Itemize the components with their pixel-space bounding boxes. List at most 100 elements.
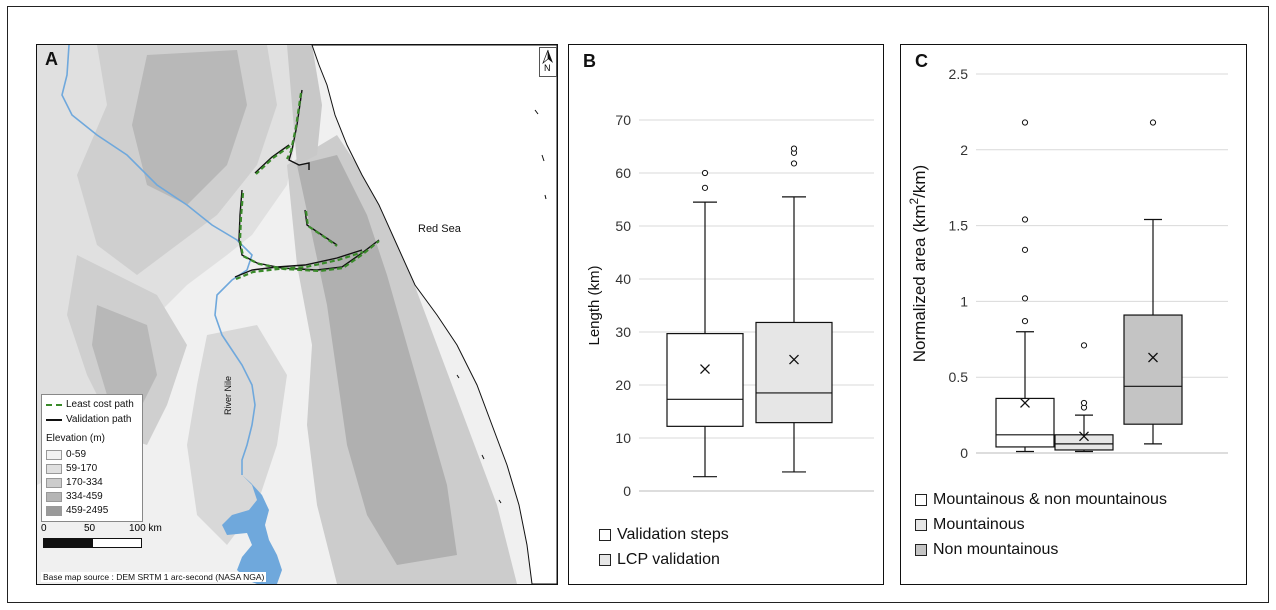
elevation-band xyxy=(92,305,157,415)
lake-nasser xyxy=(222,475,282,584)
outlier-point xyxy=(1021,318,1029,325)
outlier-point xyxy=(1080,342,1088,349)
legend-swatch xyxy=(599,529,611,541)
mean-marker xyxy=(789,354,799,365)
elevation-swatch xyxy=(46,505,62,516)
legend-label: Least cost path xyxy=(66,399,134,410)
y-axis-label-superscript: 2 xyxy=(907,197,921,204)
scale-bar: 0 50 100 km xyxy=(41,523,181,563)
y-tick-label: 70 xyxy=(615,112,631,128)
scale-segment xyxy=(92,538,142,548)
outlier-point xyxy=(1149,119,1157,126)
outlier-point xyxy=(1021,246,1029,253)
y-tick-label: 10 xyxy=(615,430,631,446)
scale-segment xyxy=(43,538,93,548)
coastal-islands xyxy=(456,109,547,504)
legend-swatch xyxy=(599,554,611,566)
north-label: N xyxy=(544,63,551,73)
legend-label: LCP validation xyxy=(617,551,720,568)
mean-marker xyxy=(1020,398,1030,408)
y-tick-label: 1 xyxy=(960,293,968,309)
chart-b-plot: 0 10 20 30 40 50 60 70 Length (km) xyxy=(586,112,874,499)
elevation-swatch xyxy=(46,449,62,460)
elevation-band xyxy=(132,50,247,205)
elevation-label: 334-459 xyxy=(66,491,103,502)
y-tick-label: 2 xyxy=(960,142,968,158)
y-tick-label: 0.5 xyxy=(949,369,969,385)
box-iqr xyxy=(755,321,833,424)
y-tick-label: 1.5 xyxy=(949,218,969,234)
panel-label-c: C xyxy=(915,51,928,71)
elevation-label: 0-59 xyxy=(66,449,87,460)
box-plot-panel-c: C 0 0.5 1 1.5 2 2.5 Normalized area (km2/km) M… xyxy=(900,44,1247,585)
scale-label: 0 xyxy=(41,523,47,534)
panel-label-b: B xyxy=(583,51,596,71)
elevation-class: 334-459 xyxy=(46,491,103,502)
legend-item: Mountainous xyxy=(915,516,1025,534)
chart-c-plot: 0 0.5 1 1.5 2 2.5 Normalized area (km2/km) xyxy=(907,66,1228,461)
red-sea xyxy=(311,45,557,584)
elevation-class: 0-59 xyxy=(46,449,86,460)
y-axis-label-suffix: /km) xyxy=(910,165,929,198)
least-cost-paths xyxy=(235,92,380,281)
map-legend: Least cost path Validation path Elevatio… xyxy=(41,394,143,522)
legend-item: LCP validation xyxy=(599,551,720,569)
y-axis-label: Normalized area (km2/km) xyxy=(907,165,929,362)
figure-frame xyxy=(7,6,1269,603)
lcp-line-swatch xyxy=(46,403,62,406)
legend-item-validation: Validation path xyxy=(46,414,131,425)
legend-item: Mountainous & non mountainous xyxy=(915,491,1167,509)
box-iqr xyxy=(666,332,744,427)
y-tick-label: 2.5 xyxy=(949,66,969,82)
y-tick-label: 30 xyxy=(615,324,631,340)
legend-swatch xyxy=(915,494,927,506)
y-tick-label: 20 xyxy=(615,377,631,393)
legend-item: Validation steps xyxy=(599,526,729,544)
outlier-point xyxy=(790,160,798,167)
y-tick-label: 0 xyxy=(960,445,968,461)
elevation-class: 170-334 xyxy=(46,477,103,488)
outlier-point xyxy=(1080,399,1088,407)
box-iqr xyxy=(1123,314,1183,425)
legend-label: Mountainous & non mountainous xyxy=(933,491,1167,508)
legend-label: Validation steps xyxy=(617,526,729,543)
legend-label: Non mountainous xyxy=(933,541,1059,558)
scale-label: 100 km xyxy=(129,523,162,534)
legend-swatch xyxy=(915,544,927,556)
y-tick-label: 40 xyxy=(615,271,631,287)
elevation-band xyxy=(287,45,322,165)
outlier-point xyxy=(701,184,709,191)
elevation-swatch xyxy=(46,463,62,474)
north-arrow-icon xyxy=(542,49,553,65)
y-tick-label: 60 xyxy=(615,165,631,181)
elevation-class: 459-2495 xyxy=(46,505,108,516)
elevation-class: 59-170 xyxy=(46,463,97,474)
outlier-point xyxy=(1021,295,1029,302)
outlier-point xyxy=(1021,119,1029,126)
outlier-point xyxy=(790,145,798,152)
scale-label: 50 xyxy=(84,523,96,534)
elevation-swatch xyxy=(46,477,62,488)
elevation-label: 459-2495 xyxy=(66,505,109,516)
river-label: River Nile xyxy=(223,375,233,415)
mean-marker xyxy=(1079,431,1089,442)
sea-label: Red Sea xyxy=(418,223,461,235)
y-axis-label: Length (km) xyxy=(586,265,603,345)
box-iqr xyxy=(995,397,1055,448)
north-arrow: N xyxy=(539,47,557,77)
validation-line-swatch xyxy=(46,418,62,421)
outlier-point xyxy=(701,169,709,177)
box-plot-panel-b: B 0 10 20 30 40 50 60 70 Length (km) Validation … xyxy=(568,44,884,585)
panel-label-a: A xyxy=(45,49,58,69)
elevation-swatch xyxy=(46,491,62,502)
mean-marker xyxy=(1148,352,1158,363)
legend-swatch xyxy=(915,519,927,531)
map-source: Base map source : DEM SRTM 1 arc-second … xyxy=(41,572,267,582)
elevation-legend-title: Elevation (m) xyxy=(46,433,105,444)
y-tick-label: 50 xyxy=(615,218,631,234)
elevation-label: 170-334 xyxy=(66,477,103,488)
elevation-label: 59-170 xyxy=(66,463,98,474)
y-tick-label: 0 xyxy=(623,483,631,499)
mean-marker xyxy=(700,364,710,375)
box-iqr xyxy=(1054,434,1114,451)
